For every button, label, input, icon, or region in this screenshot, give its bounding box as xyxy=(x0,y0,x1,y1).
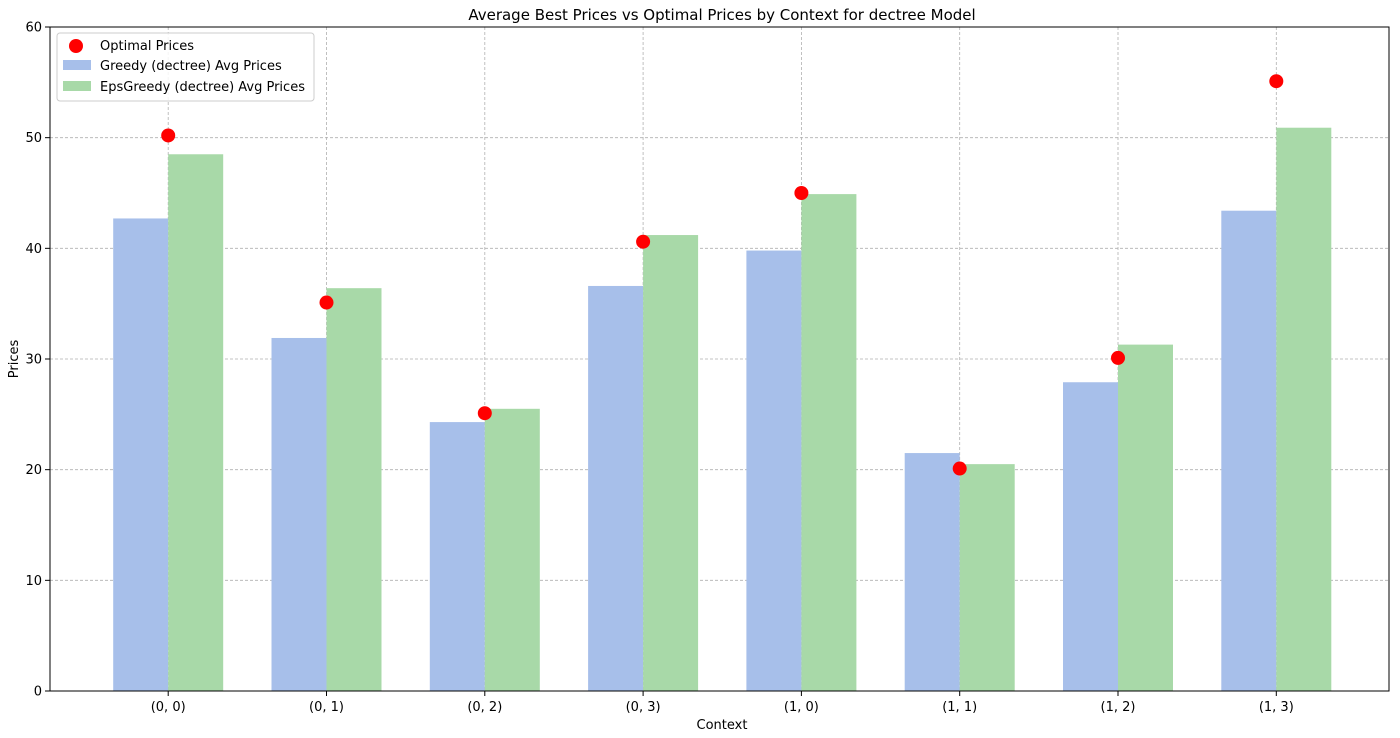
epsgreedy-bar xyxy=(1276,127,1332,691)
x-tick-label: (1, 0) xyxy=(784,700,819,715)
x-tick-label: (0, 0) xyxy=(151,700,186,715)
epsgreedy-bar xyxy=(168,154,224,691)
y-tick-label: 40 xyxy=(25,242,42,257)
greedy-bar xyxy=(1221,210,1277,691)
y-tick-label: 30 xyxy=(25,353,42,368)
x-axis-label: Context xyxy=(697,718,748,733)
optimal-price-point xyxy=(1111,350,1125,365)
x-tick-label: (1, 1) xyxy=(942,700,977,715)
optimal-price-point xyxy=(319,295,334,310)
points xyxy=(161,74,1284,476)
epsgreedy-bar xyxy=(959,464,1015,691)
optimal-price-point xyxy=(794,186,809,200)
epsgreedy-bar xyxy=(484,408,540,691)
epsgreedy-bar xyxy=(643,235,699,691)
x-tick-label: (1, 3) xyxy=(1259,700,1294,715)
greedy-bar xyxy=(271,337,327,691)
greedy-bar xyxy=(113,218,169,691)
legend-swatch-epsgreedy xyxy=(63,81,91,91)
y-tick-label: 20 xyxy=(25,463,42,478)
greedy-bar xyxy=(746,250,802,691)
chart-title: Average Best Prices vs Optimal Prices by… xyxy=(468,6,975,24)
y-tick-label: 0 xyxy=(34,685,42,700)
legend-label-optimal: Optimal Prices xyxy=(100,39,194,54)
bars xyxy=(113,127,1332,691)
greedy-bar xyxy=(588,285,644,691)
x-axis: (0, 0) (0, 1) (0, 2) (0, 3) (1, 0) (1, 1) (1, … xyxy=(151,691,1294,715)
optimal-price-point xyxy=(1269,74,1284,89)
greedy-bar xyxy=(429,422,485,691)
y-axis: 0 10 20 30 40 50 60 xyxy=(25,21,50,700)
legend-label-greedy: Greedy (dectree) Avg Prices xyxy=(100,59,282,74)
x-tick-label: (0, 2) xyxy=(467,700,502,715)
x-tick-label: (1, 2) xyxy=(1101,700,1136,715)
legend-label-epsgreedy: EpsGreedy (dectree) Avg Prices xyxy=(100,80,305,95)
legend-marker-optimal xyxy=(69,39,83,53)
y-tick-label: 60 xyxy=(25,21,42,36)
optimal-price-point xyxy=(477,406,492,421)
x-tick-label: (0, 3) xyxy=(626,700,661,715)
epsgreedy-bar xyxy=(801,194,857,691)
greedy-bar xyxy=(1063,382,1118,691)
grid xyxy=(50,26,1389,692)
y-axis-label: Prices xyxy=(7,340,22,379)
y-tick-label: 50 xyxy=(25,131,42,146)
greedy-bar xyxy=(904,453,960,691)
optimal-price-point xyxy=(952,461,967,476)
optimal-price-point xyxy=(636,234,651,249)
x-tick-label: (0, 1) xyxy=(309,700,344,715)
legend-swatch-greedy xyxy=(63,60,91,70)
legend-box xyxy=(56,32,315,102)
optimal-price-point xyxy=(161,128,176,143)
epsgreedy-bar xyxy=(326,288,382,691)
legend: Optimal Prices Greedy (dectree) Avg Pric… xyxy=(56,32,315,102)
y-tick-label: 10 xyxy=(25,574,42,589)
epsgreedy-bar xyxy=(1118,344,1173,691)
